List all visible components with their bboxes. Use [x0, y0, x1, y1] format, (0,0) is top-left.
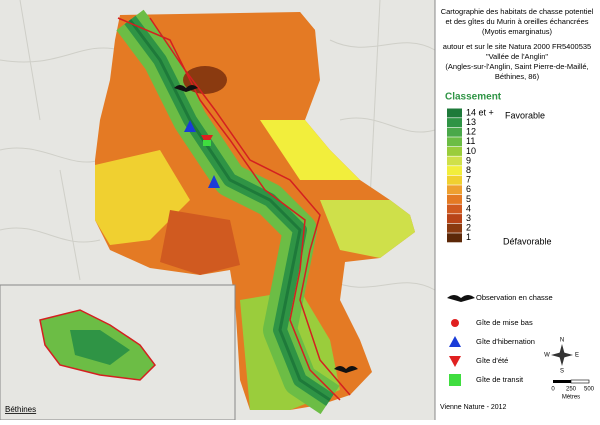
title-line: (Myotis emarginatus): [482, 27, 553, 36]
compass-s: S: [560, 369, 564, 375]
legend-label: 8: [466, 165, 471, 175]
legend-label: 12: [466, 127, 476, 137]
legend-swatch: [447, 146, 462, 156]
scale-label: 250: [566, 387, 577, 393]
scale-label: 500: [584, 387, 595, 393]
legend-swatch: [447, 214, 462, 224]
legend-swatch: [447, 137, 462, 147]
legend-swatch: [447, 194, 462, 204]
bat-symbol: [447, 295, 475, 302]
legend-swatch: [447, 223, 462, 233]
legend-swatch: [447, 108, 462, 118]
footer: Vienne Nature - 2012: [440, 404, 507, 411]
legend-swatch: [447, 127, 462, 137]
title-line: Béthines, 86): [495, 72, 540, 81]
red-circle-symbol: [451, 319, 459, 327]
title-line: (Angles-sur-l'Anglin, Saint Pierre-de-Ma…: [445, 62, 588, 71]
hibernation-marker: [208, 175, 220, 188]
compass-n: N: [560, 338, 564, 344]
symbol-label: Gîte de mise bas: [476, 318, 533, 327]
legend-defavorable: Défavorable: [503, 236, 552, 246]
legend-label: 2: [466, 223, 471, 233]
legend-label: 9: [466, 155, 471, 165]
habitat-patch: [160, 210, 240, 275]
compass-e: E: [575, 353, 579, 359]
green-square-symbol: [449, 374, 461, 386]
compass-w: W: [544, 353, 550, 359]
legend-label: 13: [466, 117, 476, 127]
title-line: et des gîtes du Murin à oreilles échancr…: [446, 17, 589, 26]
scale-bar: [553, 380, 571, 383]
road-lines: [0, 0, 436, 291]
title-line: "Vallée de l'Anglin": [486, 52, 548, 61]
legend-title: Classement: [445, 92, 502, 103]
legend-swatch: [447, 156, 462, 166]
bat-marker: [334, 366, 358, 373]
legend-label: 4: [466, 203, 471, 213]
legend-label: 3: [466, 213, 471, 223]
scale-bar: [570, 379, 590, 384]
place-label: Béthines: [5, 405, 36, 414]
legend-swatch: [447, 118, 462, 128]
hibernation-marker: [184, 120, 196, 132]
legend-label: 5: [466, 194, 471, 204]
legend-swatch: [447, 175, 462, 185]
legend-swatch: [447, 204, 462, 214]
compass-rose: [551, 352, 573, 358]
legend-swatch: [447, 166, 462, 176]
legend-label: 6: [466, 184, 471, 194]
bat-marker: [174, 85, 198, 92]
compass: N S E W: [544, 338, 579, 375]
habitat-patch: [320, 200, 415, 258]
natura-boundary: [117, 17, 351, 401]
legend-label: 7: [466, 175, 471, 185]
title-line: autour et sur le site Natura 2000 FR5400…: [443, 42, 591, 51]
topo-lines: [0, 0, 436, 291]
symbol-legend: Observation en chasse Gîte de mise bas Gît…: [476, 293, 553, 384]
legend-swatch: [447, 185, 462, 195]
legend-label: 10: [466, 146, 476, 156]
legend-label: 14 et +: [466, 107, 494, 117]
habitat-patch: [95, 150, 190, 245]
scale-unit: Mètres: [562, 395, 580, 401]
inset-patch: [70, 330, 130, 365]
scale-label: 0: [551, 387, 555, 393]
transit-marker: [203, 140, 211, 146]
title-line: Cartographie des habitats de chasse pote…: [441, 7, 594, 16]
title-block: Cartographie des habitats de chasse pote…: [441, 7, 594, 81]
river: [128, 19, 331, 402]
symbol-label: Gîte d'été: [476, 356, 508, 365]
red-triangle-symbol: [449, 356, 461, 367]
legend-favorable: Favorable: [505, 110, 545, 120]
symbol-label: Gîte de transit: [476, 375, 524, 384]
symbol-label: Observation en chasse: [476, 293, 553, 302]
blue-triangle-symbol: [449, 336, 461, 347]
legend-swatch: [447, 233, 462, 243]
habitat-patch: [250, 12, 318, 90]
symbol-label: Gîte d'hibernation: [476, 337, 535, 346]
habitat-patch: [260, 120, 360, 180]
legend-label: 1: [466, 232, 471, 242]
legend-label: 11: [466, 136, 475, 146]
